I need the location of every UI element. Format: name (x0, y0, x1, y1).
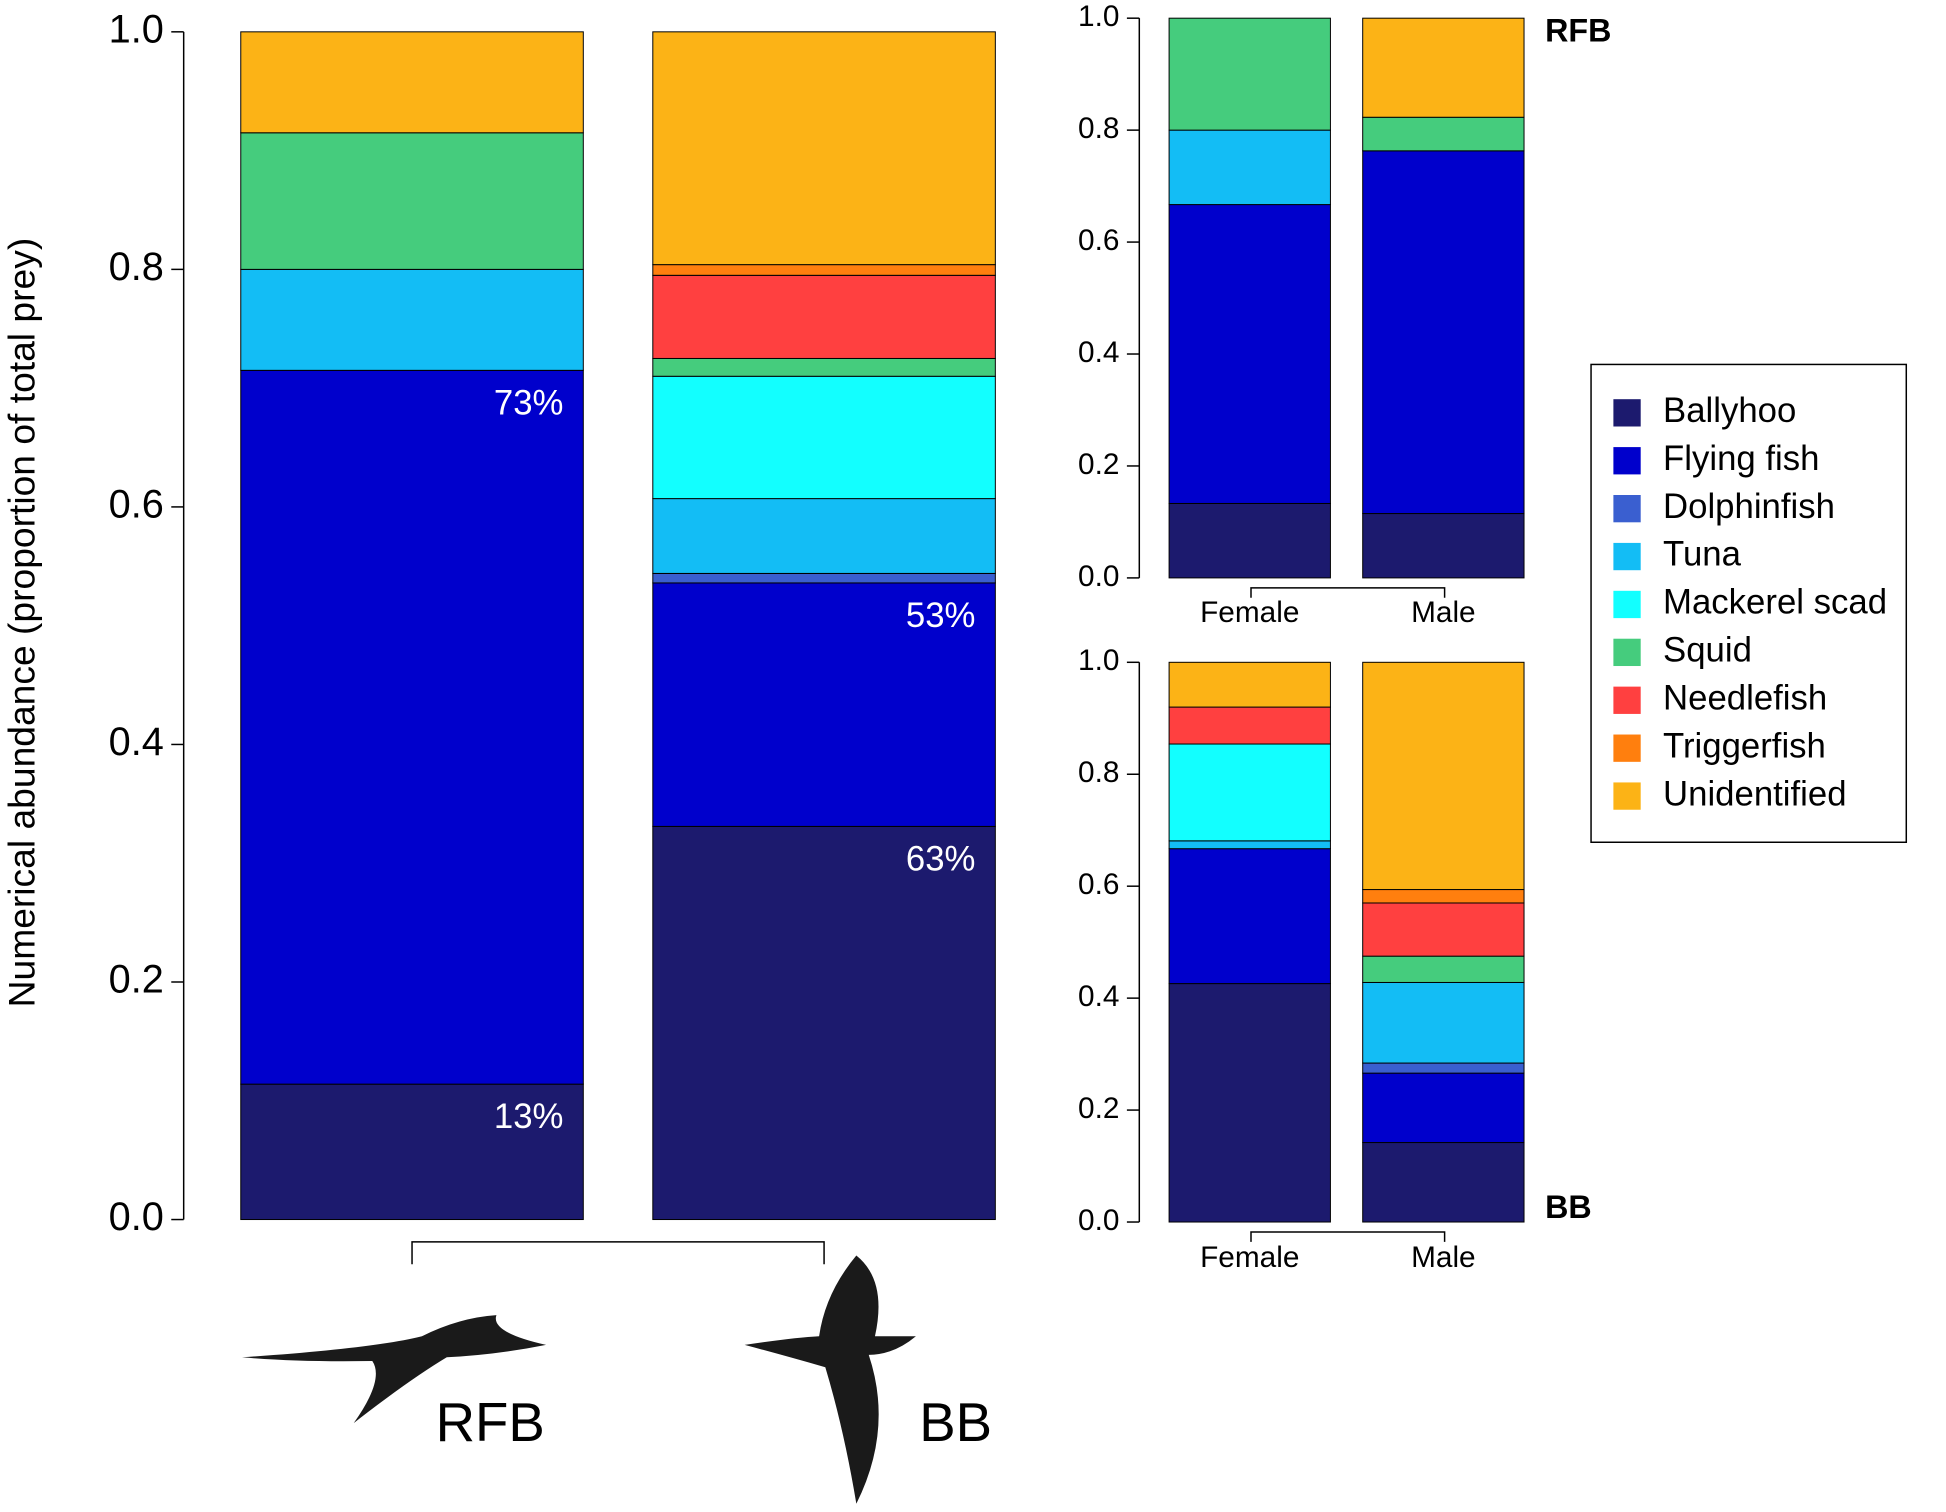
bar-segment (1168, 661, 1331, 708)
legend-box (1590, 363, 1908, 843)
bar-segment (1168, 502, 1331, 579)
y-tick-label: 0.8 (1078, 756, 1119, 789)
legend-swatch (1613, 734, 1641, 762)
annotation: 73% (494, 384, 564, 422)
bar-segment (1168, 129, 1331, 206)
bar-segment (1168, 983, 1331, 1223)
annotation: 13% (494, 1098, 564, 1136)
bar-segment (652, 264, 996, 276)
legend-swatch (1613, 590, 1641, 619)
bar-segment (1168, 743, 1331, 842)
legend-label: Needlefish (1663, 679, 1827, 717)
bar-segment (1362, 150, 1525, 515)
bar-segment (240, 31, 584, 134)
legend-label: Mackerel scad (1663, 584, 1887, 622)
x-tick-label: Male (1411, 596, 1476, 629)
bar-segment (240, 132, 584, 270)
bar-segment (1362, 116, 1525, 152)
y-tick-label: 0.8 (1078, 112, 1119, 145)
x-tick-label: Female (1200, 1241, 1299, 1274)
y-tick-label: 0.2 (1078, 448, 1119, 481)
y-tick-label: 0.2 (109, 957, 164, 1001)
bar-segment (652, 498, 996, 574)
legend-swatch (1613, 447, 1641, 475)
legend-swatch (1613, 542, 1641, 571)
legend-label: Squid (1663, 632, 1752, 670)
y-tick-label: 0.4 (1078, 336, 1119, 369)
bar-segment (1362, 981, 1525, 1064)
bar-segment (1362, 1072, 1525, 1144)
chart-title: BB (1545, 1189, 1592, 1225)
y-axis-label: Numerical abundance (proportion of total… (1, 238, 43, 1008)
bar-segment (1168, 848, 1331, 985)
bar-segment (1168, 17, 1331, 131)
bar-segment (652, 375, 996, 500)
legend-swatch (1613, 495, 1641, 523)
y-tick-label: 0.2 (1078, 1092, 1119, 1125)
y-tick-label: 0.4 (109, 720, 164, 764)
legend-label: Ballyhoo (1663, 392, 1796, 430)
annotation: 63% (906, 840, 976, 878)
bar-segment (652, 825, 996, 1221)
bird-icons (242, 1255, 916, 1504)
y-tick-label: 1.0 (1078, 644, 1119, 677)
bar-segment (652, 31, 996, 266)
legend-label: Tuna (1663, 536, 1742, 574)
x-tick-label: RFB (436, 1392, 545, 1453)
y-tick-label: 1.0 (109, 7, 164, 51)
bar-segment (1168, 840, 1331, 850)
y-tick-label: 1.0 (1078, 0, 1119, 33)
bar-segment (1362, 1142, 1525, 1223)
bar-segment (1362, 661, 1525, 891)
legend-swatch (1613, 399, 1641, 427)
legend-label: Triggerfish (1663, 727, 1826, 765)
bar-segment (1362, 889, 1525, 904)
x-tick-label: Female (1200, 596, 1299, 629)
y-tick-label: 0.6 (1078, 868, 1119, 901)
bar-segment (240, 369, 584, 1085)
y-tick-label: 0.6 (1078, 224, 1119, 257)
x-tick-label: Male (1411, 1241, 1476, 1274)
bar-segment (1362, 1062, 1525, 1074)
brackets (411, 587, 1446, 1265)
bar-segment (652, 274, 996, 359)
bar-segment (652, 572, 996, 584)
chart-title: RFB (1545, 13, 1611, 49)
bar-segment (1362, 17, 1525, 118)
legend-label: Unidentified (1663, 775, 1847, 813)
legend-swatch (1613, 638, 1641, 667)
bar-segment (652, 357, 996, 377)
y-tick-label: 0.0 (109, 1195, 164, 1239)
bar-segment (1362, 513, 1525, 579)
bar-segment (1168, 204, 1331, 504)
x-tick-label: BB (919, 1392, 992, 1453)
annotation: 53% (906, 597, 976, 635)
bar-segment (652, 582, 996, 827)
y-tick-label: 0.8 (109, 245, 164, 289)
legend-swatch (1613, 686, 1641, 714)
legend-label: Dolphinfish (1663, 488, 1835, 526)
bar-segment (1168, 706, 1331, 745)
bar-segment (1362, 902, 1525, 957)
y-tick-label: 0.0 (1078, 1204, 1119, 1237)
y-tick-label: 0.0 (1078, 560, 1119, 593)
legend-swatch (1613, 782, 1641, 810)
bar-segment (240, 268, 584, 371)
y-tick-label: 0.4 (1078, 980, 1119, 1013)
bar-segment (1362, 955, 1525, 983)
legend-label: Flying fish (1663, 440, 1819, 478)
y-tick-label: 0.6 (109, 482, 164, 526)
